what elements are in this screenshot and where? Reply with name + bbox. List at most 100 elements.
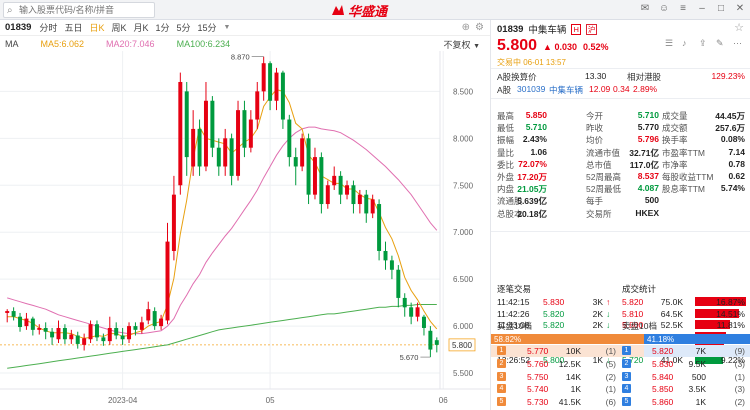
candle-body [178,81,183,186]
candle-body [146,309,151,321]
list-icon[interactable]: ☰ [665,38,674,48]
candle-body [319,157,324,205]
stat-label: 市盈率TTM [662,147,705,158]
stats-row: 流通股 5.639亿 每手 500 [491,195,750,207]
arrow-down-icon: ↓ [606,320,611,330]
favorite-star-icon[interactable]: ☆ [734,22,744,34]
buy-volume: 14K [565,371,581,382]
trade-row: 11:42:26 5.820 2K ↓ 5.810 64.5K 14.51% [491,308,750,321]
stat-label: 成交额 [662,123,688,134]
buy-sell-ratio-bar: 58.82% 41.18% [491,334,750,344]
stat-price: 5.820 [622,297,644,307]
tab-period-15min[interactable]: 15分 [197,23,217,33]
a-code[interactable]: 301039 [517,84,546,94]
tab-period-1min[interactable]: 1分 [155,23,170,33]
candle-body [37,327,42,330]
y-tick-label: 5.500 [453,369,474,378]
stat-label: 每股收益TTM [662,171,714,182]
stat-label: 最高 [497,111,515,121]
stat-label: 昨收 [586,123,604,134]
stat-label: 总市值 [586,159,612,170]
stat-label: 均价 [586,135,604,146]
a-share-row[interactable]: A股 301039 中集车辆 12.09 0.34 2.89% [497,84,745,96]
stat-label: 量比 [497,147,515,158]
candle-body [120,335,125,340]
tab-period-weekly[interactable]: 周K [111,23,127,33]
chevron-down-icon[interactable]: ▼ [223,24,231,31]
search-input[interactable] [19,4,151,16]
trade-price: 5.820 [543,308,565,319]
close-icon[interactable]: ✕ [735,3,745,14]
stat-label: 52周最低 [586,184,621,195]
orderbook-row: 1 5.770 10K (1) 1 5.820 7K (9) [491,345,750,358]
buy-ratio: 58.82% [491,334,644,344]
adjust-select[interactable]: 不复权 ▼ [444,38,480,51]
tab-period-intraday[interactable]: 分时 [39,23,58,33]
stat-volume: 52.5K [660,320,683,330]
stat-volume: 41.0K [660,354,683,365]
maximize-icon[interactable]: □ [717,3,725,14]
sell-title[interactable]: 卖盘10档 [622,321,657,331]
candle-body [223,138,228,167]
a-name[interactable]: 中集车辆 [549,85,584,95]
sell-ratio: 41.18% [644,334,750,344]
stat-label: 振幅 [497,135,515,146]
more-icon[interactable]: ⋯ [733,38,742,48]
candle-body [171,194,176,251]
trades-title[interactable]: 逐笔交易 [497,284,532,294]
quote-header: 01839 中集车辆 H 沪 [497,22,598,36]
trade-stats-title[interactable]: 成交统计 [622,284,657,294]
zoom-in-icon[interactable]: ⊕ [461,22,471,33]
candle-body [69,334,74,340]
stat-label: 内盘 [497,184,515,195]
stat-value: 72.07% [518,158,547,169]
ma-label[interactable]: MA [5,39,19,49]
arrow-down-icon: ↓ [606,354,611,365]
a-change-pct: 2.89% [633,84,658,94]
current-price-tag [448,338,476,352]
sell-volume: 3.5K [688,384,707,395]
ah-value: 13.30 [585,71,607,81]
stats-row: 量比 1.06 流通市值 32.71亿 市盈率TTM 7.14 [491,147,750,159]
ah-label: A股换算价 [497,72,537,82]
sell-ratio-label: 41.18% [647,335,675,344]
buy-price: 5.740 [527,384,549,395]
stat-label: 成交量 [662,111,688,121]
stat-value: 0.78 [728,158,745,169]
high-label: 8.870 [231,53,250,62]
trade-row: 13:26:52 5.800 1K ↓ 5.720 41.0K 9.22% [491,354,750,367]
candle-body [11,311,16,317]
trade-volume: 2K [592,308,603,319]
mail-icon[interactable]: ✉ [640,3,650,14]
note-icon[interactable]: ✎ [716,38,724,48]
tab-period-daily[interactable]: 日K [89,23,105,33]
share-icon[interactable]: ⇪ [699,38,707,48]
volume-share-bar [695,308,739,318]
orderbook-rows: 1 5.770 10K (1) 1 5.820 7K (9) 2 5.760 12.5K (5) 2 5.… [491,345,750,409]
search-box[interactable]: ⌕ [3,2,155,18]
stat-label: 流通市值 [586,147,621,158]
buy-volume: 41.5K [558,397,581,408]
stat-value: 4.087 [637,183,659,194]
trade-row: 11:42:15 5.830 3K ↑ 5.820 75.0K 16.87% [491,297,750,309]
user-icon[interactable]: ☺ [658,3,670,14]
orderbook-row: 2 5.760 12.5K (5) 2 5.830 9.5K (3) [491,358,750,371]
buy-title[interactable]: 买盘10档 [497,321,532,331]
candlestick-chart[interactable]: 8.500 8.000 7.500 7.000 6.500 6.000 5.500 2023-… [0,51,490,410]
chart-toolbar: 01839 分时 五日 日K 周K 月K 1分 5分 15分 ▼ ⊕ ⚙ [0,20,490,36]
chevron-down-icon: ▼ [473,42,480,50]
menu-icon[interactable]: ≡ [680,3,686,14]
tab-period-5min[interactable]: 5分 [176,23,191,33]
tab-period-monthly[interactable]: 月K [133,23,149,33]
settings-icon[interactable]: ⚙ [475,22,484,33]
candle-body [30,318,35,330]
stat-pct: 11.81% [716,320,745,330]
tab-period-5day[interactable]: 五日 [64,23,83,33]
trade-price: 5.820 [543,320,565,330]
bell-icon[interactable]: ♪ [682,38,687,48]
candle-body [364,194,369,214]
stat-label: 委比 [497,159,515,170]
candle-body [357,194,362,205]
trade-volume: 3K [592,297,603,307]
minimize-icon[interactable]: – [699,3,705,14]
